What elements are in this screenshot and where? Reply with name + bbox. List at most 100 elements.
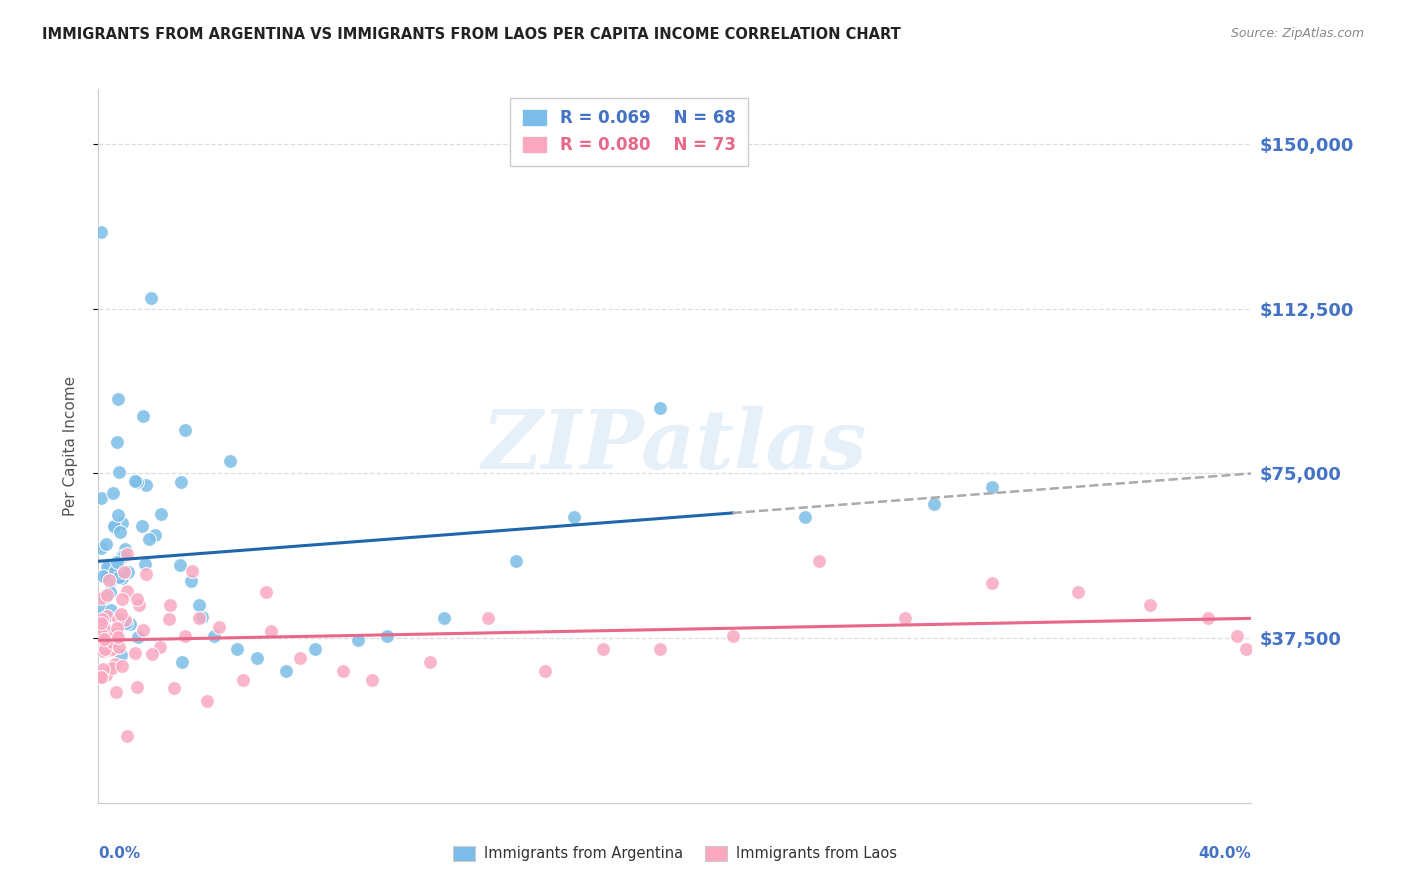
Point — [138, 533, 160, 547]
Point — [332, 664, 354, 678]
Point — [181, 564, 204, 578]
Point — [124, 646, 146, 660]
Point — [188, 611, 211, 625]
Point — [96, 559, 118, 574]
Point — [174, 629, 197, 643]
Point — [111, 516, 134, 530]
Point — [108, 465, 131, 479]
Y-axis label: Per Capita Income: Per Capita Income — [63, 376, 77, 516]
Point — [91, 662, 114, 676]
Point — [101, 661, 124, 675]
Point — [1067, 585, 1090, 599]
Point — [124, 474, 146, 488]
Point — [90, 541, 112, 555]
Point — [107, 435, 129, 450]
Point — [592, 642, 614, 657]
Point — [650, 642, 672, 657]
Point — [141, 647, 163, 661]
Point — [101, 642, 124, 657]
Point — [169, 558, 191, 573]
Point — [96, 609, 118, 624]
Point — [115, 583, 138, 598]
Point — [117, 565, 139, 579]
Point — [170, 475, 193, 490]
Point — [135, 478, 157, 492]
Point — [104, 626, 127, 640]
Point — [117, 729, 139, 743]
Point — [135, 566, 157, 581]
Point — [90, 612, 112, 626]
Point — [419, 655, 441, 669]
Point — [143, 528, 166, 542]
Point — [111, 549, 134, 563]
Point — [174, 423, 197, 437]
Point — [894, 611, 917, 625]
Point — [981, 576, 1004, 591]
Point — [254, 585, 277, 599]
Point — [108, 525, 131, 540]
Point — [433, 611, 456, 625]
Point — [90, 491, 112, 506]
Point — [110, 566, 132, 580]
Point — [793, 510, 815, 524]
Point — [208, 620, 231, 634]
Point — [246, 651, 269, 665]
Text: ZIPatlas: ZIPatlas — [482, 406, 868, 486]
Point — [290, 651, 312, 665]
Point — [90, 670, 112, 684]
Point — [91, 644, 114, 658]
Point — [90, 625, 112, 640]
Point — [90, 621, 112, 635]
Point — [96, 588, 118, 602]
Point — [103, 520, 125, 534]
Point — [98, 561, 121, 575]
Point — [128, 599, 150, 613]
Point — [111, 571, 134, 585]
Point — [107, 392, 129, 406]
Point — [375, 629, 398, 643]
Point — [125, 475, 148, 489]
Point — [304, 642, 326, 657]
Point — [112, 566, 135, 580]
Point — [117, 548, 139, 562]
Point — [219, 453, 242, 467]
Point — [163, 681, 186, 696]
Point — [195, 694, 218, 708]
Point — [231, 673, 254, 687]
Point — [1139, 598, 1161, 612]
Point — [94, 668, 117, 682]
Point — [103, 565, 125, 579]
Point — [90, 615, 112, 630]
Point — [108, 640, 131, 654]
Point — [103, 486, 125, 500]
Point — [562, 510, 585, 524]
Point — [94, 590, 117, 604]
Point — [111, 591, 134, 606]
Text: 0.0%: 0.0% — [98, 846, 141, 861]
Point — [132, 409, 155, 424]
Point — [1226, 629, 1249, 643]
Point — [98, 585, 121, 599]
Point — [650, 401, 672, 415]
Point — [127, 630, 149, 644]
Text: IMMIGRANTS FROM ARGENTINA VS IMMIGRANTS FROM LAOS PER CAPITA INCOME CORRELATION : IMMIGRANTS FROM ARGENTINA VS IMMIGRANTS … — [42, 27, 901, 42]
Point — [361, 673, 384, 687]
Point — [274, 664, 297, 678]
Point — [105, 621, 128, 635]
Point — [808, 554, 831, 568]
Point — [180, 574, 202, 589]
Point — [134, 558, 156, 572]
Point — [98, 573, 121, 587]
Point — [115, 616, 138, 631]
Point — [112, 549, 135, 563]
Point — [260, 624, 283, 639]
Point — [98, 574, 121, 588]
Point — [94, 642, 117, 657]
Point — [105, 555, 128, 569]
Point — [924, 497, 946, 511]
Point — [100, 643, 122, 657]
Point — [100, 603, 122, 617]
Point — [93, 621, 115, 635]
Point — [107, 631, 129, 645]
Point — [110, 648, 132, 662]
